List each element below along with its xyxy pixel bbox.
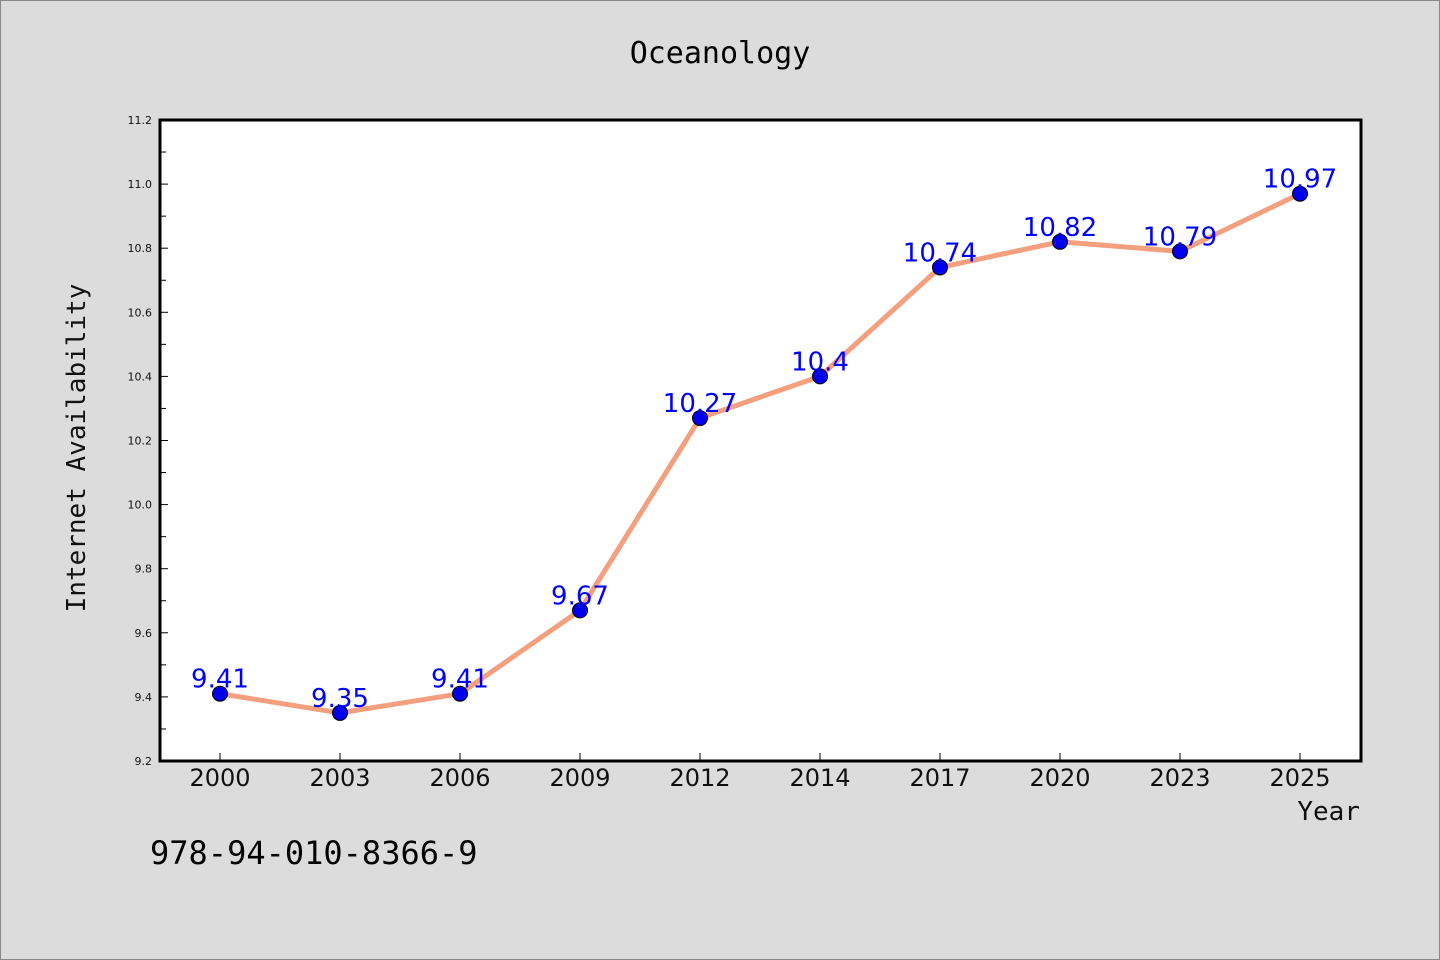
y-tick-label: 11.2 [128, 114, 153, 127]
data-point [812, 368, 828, 385]
y-tick-label: 9.4 [135, 691, 153, 704]
x-tick-label: 2023 [1149, 764, 1210, 792]
x-tick-label: 2012 [669, 764, 730, 792]
data-point [1292, 185, 1308, 202]
x-tick-label: 2020 [1029, 764, 1090, 792]
data-label: 10.74 [903, 238, 977, 268]
x-tick-label: 2009 [549, 764, 610, 792]
data-point [452, 685, 468, 702]
y-axis-label: Internet Availability [62, 284, 92, 613]
data-point [572, 602, 588, 619]
y-tick-label: 10.8 [128, 242, 153, 255]
data-label: 9.41 [431, 665, 489, 695]
x-tick-label: 2006 [429, 764, 490, 792]
data-label: 10.4 [791, 347, 849, 377]
x-axis-label: Year [1297, 797, 1360, 827]
footer-code: 978-94-010-8366-9 [150, 834, 478, 872]
y-tick-label: 10.6 [128, 306, 153, 319]
chart-title: Oceanology [630, 36, 811, 71]
x-tick-label: 2014 [789, 764, 850, 792]
data-point [332, 704, 348, 721]
y-tick-label: 10.4 [128, 370, 153, 383]
data-label: 9.35 [311, 684, 369, 714]
data-label: 10.82 [1023, 213, 1097, 243]
y-tick-label: 9.8 [135, 563, 153, 576]
y-axis: 9.2 9.4 9.6 9.8 10.0 10.2 10.4 10.6 10.8 11.0 11.2 [128, 114, 168, 768]
y-tick-label: 10.2 [128, 435, 153, 448]
data-label: 9.41 [191, 665, 249, 695]
x-axis: 2000 2003 2006 2009 2012 2014 2017 2020 2023 2025 [189, 753, 1331, 792]
data-label: 10.97 [1263, 165, 1337, 195]
data-point [692, 410, 708, 427]
data-label: 9.67 [551, 581, 609, 611]
x-tick-label: 2000 [189, 764, 250, 792]
x-tick-label: 2017 [909, 764, 970, 792]
data-label: 10.27 [663, 389, 737, 419]
y-tick-label: 9.6 [135, 627, 153, 640]
y-tick-label: 10.0 [128, 499, 153, 512]
data-point [212, 685, 228, 702]
data-point [932, 259, 948, 276]
data-point [1052, 233, 1068, 250]
x-tick-label: 2025 [1269, 764, 1330, 792]
y-tick-label: 9.2 [135, 755, 153, 768]
plot-area [158, 118, 1363, 763]
data-label: 10.79 [1143, 222, 1217, 252]
data-point [1172, 243, 1188, 260]
y-tick-label: 11.0 [128, 178, 153, 191]
series-group: 9.41 9.35 9.41 9.67 10.27 10.4 10.74 10.82 10.79… [191, 165, 1337, 721]
x-tick-label: 2003 [309, 764, 370, 792]
series-line [217, 191, 1303, 716]
